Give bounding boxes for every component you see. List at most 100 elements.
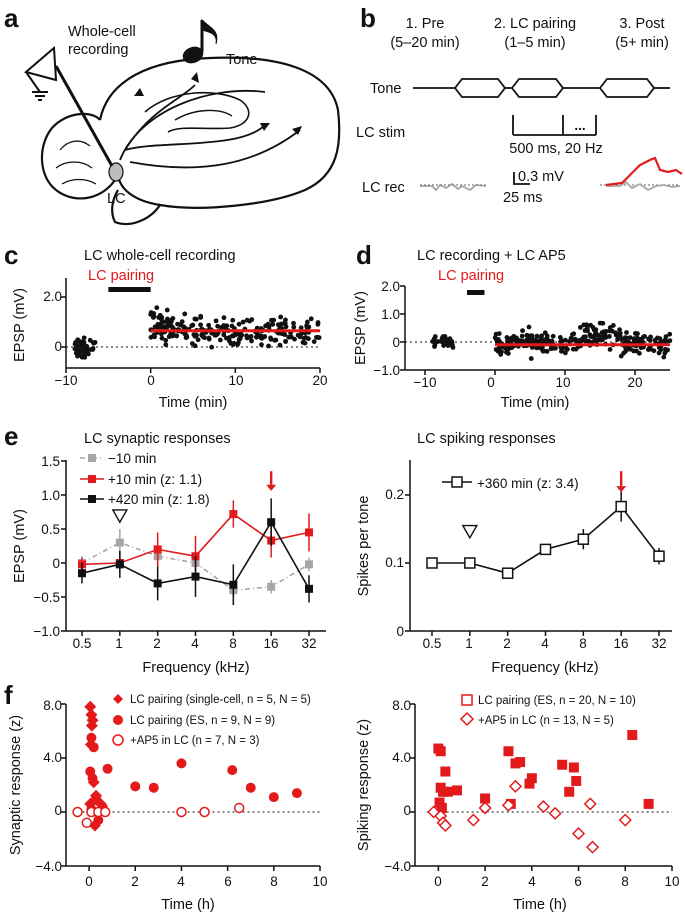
panel-e-left: e LC synaptic responses 1.5 1.0 0.5 0 −0…	[4, 421, 326, 676]
data-point	[102, 763, 113, 774]
data-point	[169, 324, 175, 330]
data-point	[588, 322, 593, 328]
data-point	[464, 557, 476, 569]
data-point	[230, 317, 236, 323]
tone-row-label: Tone	[370, 81, 401, 97]
legend: LC pairing (ES, n = 20, N = 10) +AP5 in …	[459, 694, 636, 727]
data-point	[584, 326, 590, 331]
data-point	[651, 348, 657, 354]
data-point	[505, 351, 511, 356]
data-point	[526, 773, 537, 784]
data-point	[571, 827, 586, 841]
data-point	[72, 806, 83, 818]
data-point	[557, 759, 568, 770]
data-point	[606, 334, 612, 339]
y-tick-label: 8.0	[43, 698, 62, 713]
data-point	[539, 543, 552, 556]
x-tick-label: 10	[228, 373, 243, 388]
data-point	[494, 339, 500, 345]
panel-label-a: a	[4, 3, 19, 33]
electrode-amplifier-icon	[23, 45, 114, 167]
data-point	[570, 337, 575, 343]
y-tick-label: −1.0	[373, 363, 400, 378]
y-tick-label: 1.0	[41, 488, 60, 503]
lc-stim-dots: ...	[574, 118, 585, 133]
data-point	[452, 785, 463, 796]
data-point	[480, 793, 491, 804]
data-point	[198, 313, 204, 319]
legend-marker-black	[88, 495, 96, 503]
data-point	[661, 354, 667, 360]
data-point	[189, 323, 195, 329]
data-point	[526, 324, 532, 330]
x-tick-label: 4	[191, 636, 199, 651]
data-point	[427, 805, 441, 819]
data-point	[542, 330, 548, 336]
x-tick-label: 20	[312, 373, 327, 388]
data-point	[115, 560, 124, 569]
panel-b: b 1. Pre (5–20 min) 2. LC pairing (1–5 m…	[356, 3, 683, 206]
data-point	[292, 336, 297, 342]
data-point	[249, 317, 255, 322]
data-point	[550, 333, 556, 339]
y-tick-label: 0	[392, 335, 400, 350]
x-tick-label: 8	[621, 874, 629, 889]
data-point	[193, 316, 199, 322]
chart-d-pairing-label: LC pairing	[438, 268, 504, 284]
legend-label: LC pairing (single-cell, n = 5, N = 5)	[130, 694, 311, 706]
lc-stim-label: LC stim	[356, 125, 405, 141]
data-point	[553, 345, 558, 351]
data-point	[597, 320, 603, 326]
y-tick-label: 4.0	[43, 750, 62, 765]
data-point	[662, 350, 668, 356]
data-point	[305, 324, 310, 330]
data-point	[291, 788, 302, 799]
legend-label: +AP5 in LC (n = 13, N = 5)	[478, 715, 614, 727]
data-point	[176, 758, 187, 769]
data-point	[607, 347, 613, 352]
data-point	[308, 316, 314, 322]
data-point	[228, 341, 234, 346]
data-point	[163, 337, 169, 343]
legend-label: −10 min	[108, 451, 156, 466]
x-tick-label: 2	[503, 636, 511, 651]
data-point	[617, 327, 622, 333]
data-point	[160, 319, 166, 325]
chart-c-title: LC whole-cell recording	[84, 248, 236, 264]
data-point	[88, 742, 99, 753]
data-point	[586, 840, 600, 854]
y-tick-label: −4.0	[35, 859, 62, 874]
data-point	[581, 334, 587, 340]
data-point	[165, 316, 170, 322]
data-point	[81, 817, 93, 829]
x-tick-label: 6	[224, 874, 232, 889]
data-point	[511, 333, 517, 339]
data-point	[478, 801, 492, 815]
data-point	[91, 793, 102, 804]
data-point	[559, 347, 565, 352]
data-point	[656, 350, 662, 356]
data-point	[583, 797, 597, 811]
x-tick-label: 1	[115, 636, 123, 651]
data-point	[591, 327, 597, 333]
lc-rec-pre-trace	[420, 182, 487, 192]
data-point	[291, 324, 297, 330]
data-point	[431, 337, 437, 343]
data-point	[315, 321, 321, 327]
data-point	[153, 545, 162, 554]
scale-bar	[513, 172, 530, 185]
x-tick-label: 20	[627, 375, 642, 390]
data-point	[544, 336, 550, 342]
panel-label-c: c	[4, 240, 18, 270]
data-point	[300, 340, 306, 345]
scale-mv: 0.3 mV	[518, 169, 564, 185]
data-point	[577, 324, 583, 330]
lc-label: LC	[107, 191, 126, 207]
y-tick-label: 0	[54, 803, 62, 818]
data-point	[653, 550, 665, 562]
y-tick-label: 0	[396, 624, 404, 639]
data-point	[438, 818, 452, 833]
x-tick-label: 8	[229, 636, 237, 651]
axis-ticks	[400, 285, 636, 375]
paired-tone-arrow-head	[266, 484, 277, 491]
